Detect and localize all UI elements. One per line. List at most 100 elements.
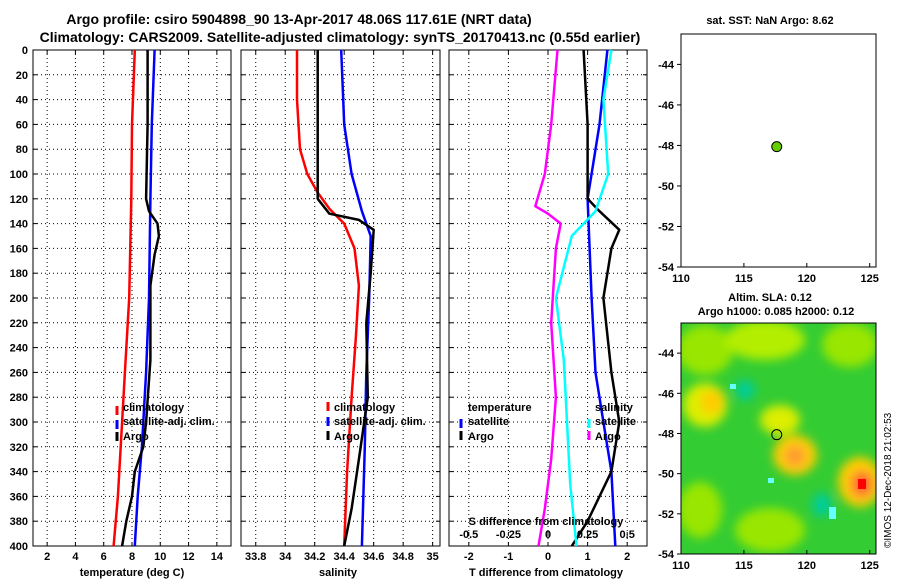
map-y-tick-label: -48 xyxy=(658,428,674,440)
map-y-tick-label: -46 xyxy=(658,388,674,400)
series-line-s-satellite xyxy=(554,49,613,547)
x-tick-label: 34.2 xyxy=(304,551,325,563)
argo-location-marker xyxy=(771,429,783,441)
series-line-climatology xyxy=(295,50,361,547)
sst-map: sat. SST: NaN Argo: 8.62 110 115 120 125 -44… xyxy=(658,15,879,285)
x-tick-label: -1 xyxy=(504,551,514,563)
title-line-2: Climatology: CARS2009. Satellite-adjuste… xyxy=(40,29,641,45)
map-y-tick-label: -46 xyxy=(658,100,674,112)
series-line-argo xyxy=(316,50,375,547)
title-line-1: Argo profile: csiro 5904898_90 13-Apr-20… xyxy=(66,11,531,27)
y-tick-label: 180 xyxy=(10,268,28,280)
map-y-tick-label: -54 xyxy=(658,549,675,561)
sla-cyan-cell xyxy=(768,478,774,483)
temperature-xlabel: temperature (deg C) xyxy=(80,567,185,579)
series-line-argo xyxy=(120,50,161,547)
map-x-tick-label: 110 xyxy=(672,273,690,285)
x-tick-label: 34.8 xyxy=(392,551,413,563)
legend-satellite-label: satellite-adj. clim. xyxy=(334,416,426,428)
sla-cyan-cell xyxy=(730,384,736,389)
x-tick-label: 34.6 xyxy=(363,551,384,563)
series-line-t-satellite xyxy=(586,49,617,547)
x-tick-label: 0 xyxy=(545,551,551,563)
legend-t-satellite-label: satellite xyxy=(468,416,509,428)
y-tick-label: 320 xyxy=(10,442,28,454)
y-tick-label: 380 xyxy=(10,516,28,528)
legend-temperature-title: temperature xyxy=(468,402,532,414)
salinity-xlabel: salinity xyxy=(319,567,358,579)
y-tick-label: 280 xyxy=(10,392,28,404)
x-tick-label: 1 xyxy=(585,551,591,563)
x-tick-label: 33.8 xyxy=(245,551,266,563)
sla-map: Altim. SLA: 0.12 Argo h1000: 0.085 h2000… xyxy=(658,292,894,572)
x-tick-label: 2 xyxy=(624,551,630,563)
map-x-tick-label: 125 xyxy=(861,560,879,572)
series-line-climatology xyxy=(112,49,137,547)
map-y-tick-label: -44 xyxy=(658,348,675,360)
y-tick-label: 80 xyxy=(16,144,28,156)
legend-s-argo-label: Argo xyxy=(595,431,621,443)
y-tick-label: 40 xyxy=(16,95,28,107)
map-y-tick-label: -50 xyxy=(658,469,674,481)
map-x-tick-label: 120 xyxy=(798,273,816,285)
map-y-tick-label: -50 xyxy=(658,181,674,193)
sla-max-cell xyxy=(858,479,866,489)
x-tick-label: 4 xyxy=(72,551,79,563)
x-tick-label: -2 xyxy=(464,551,474,563)
legend-argo-label: Argo xyxy=(334,431,360,443)
y-tick-label: 340 xyxy=(10,467,28,479)
x-tick-label: 34.4 xyxy=(333,551,355,563)
series-line-t-argo xyxy=(570,49,621,547)
s-difference-label: S difference from climatology xyxy=(469,516,625,528)
map-x-tick-label: 115 xyxy=(735,560,753,572)
salinity-axes-frame xyxy=(240,49,441,547)
y-tick-label: 20 xyxy=(16,70,28,82)
y-tick-label: 300 xyxy=(10,417,28,429)
salinity-panel: 33.8 34 34.2 34.4 34.6 34.8 35 salinity climat… xyxy=(240,49,441,579)
legend-satellite-label: satellite-adj. clim. xyxy=(123,416,215,428)
x-tick-label: 14 xyxy=(211,551,224,563)
map-x-tick-label: 115 xyxy=(735,273,753,285)
legend-s-satellite-label: satellite xyxy=(595,416,636,428)
y-tick-label: 200 xyxy=(10,293,28,305)
series-line-satellite-adj-clim- xyxy=(133,49,156,547)
credit-text: ©IMOS 12-Dec-2018 21:02:53 xyxy=(883,412,894,548)
legend-salinity-title: salinity xyxy=(595,402,634,414)
map-y-tick-label: -44 xyxy=(658,59,675,71)
map-y-tick-label: -52 xyxy=(658,509,674,521)
map-y-tick-label: -52 xyxy=(658,221,674,233)
s-axis-tick-label: 0.25 xyxy=(577,529,598,541)
y-tick-label: 240 xyxy=(10,343,28,355)
map-x-tick-label: 110 xyxy=(672,560,690,572)
x-tick-label: 12 xyxy=(182,551,194,563)
y-tick-label: 140 xyxy=(10,219,28,231)
s-axis-tick-label: -0.5 xyxy=(459,529,478,541)
map-x-tick-label: 120 xyxy=(798,560,816,572)
sst-title: sat. SST: NaN Argo: 8.62 xyxy=(706,15,833,27)
x-tick-label: 2 xyxy=(44,551,50,563)
x-tick-label: 10 xyxy=(154,551,166,563)
temperature-legend: climatology satellite-adj. clim. Argo xyxy=(115,402,215,443)
series-line-s-argo xyxy=(534,49,562,547)
sla-map-frame xyxy=(680,322,877,555)
y-tick-label: 220 xyxy=(10,318,28,330)
sla-min-cell xyxy=(829,507,836,519)
sla-title: Altim. SLA: 0.12 xyxy=(728,292,812,304)
sla-subtitle: Argo h1000: 0.085 h2000: 0.12 xyxy=(698,306,855,318)
x-tick-label: 34 xyxy=(279,551,292,563)
temperature-panel: 0 20 40 60 80 100 120 140 160 180 200 220 240 260 280 3… xyxy=(10,45,232,579)
salinity-legend: climatology satellite-adj. clim. Argo xyxy=(326,402,426,443)
argo-location-marker xyxy=(771,141,783,153)
difference-panel: -2 -1 0 1 2 T difference from climatology S … xyxy=(448,49,648,579)
map-y-tick-label: -48 xyxy=(658,140,674,152)
map-y-tick-label: -54 xyxy=(658,262,675,274)
s-axis-tick-label: -0.25 xyxy=(496,529,521,541)
y-tick-label: 0 xyxy=(22,45,28,57)
x-tick-label: 35 xyxy=(427,551,439,563)
difference-xlabel: T difference from climatology xyxy=(469,567,624,579)
legend-climatology-label: climatology xyxy=(334,402,396,414)
y-tick-label: 400 xyxy=(10,541,28,553)
legend-climatology-label: climatology xyxy=(123,402,185,414)
x-tick-label: 8 xyxy=(129,551,135,563)
s-axis-tick-label: 0 xyxy=(545,529,551,541)
